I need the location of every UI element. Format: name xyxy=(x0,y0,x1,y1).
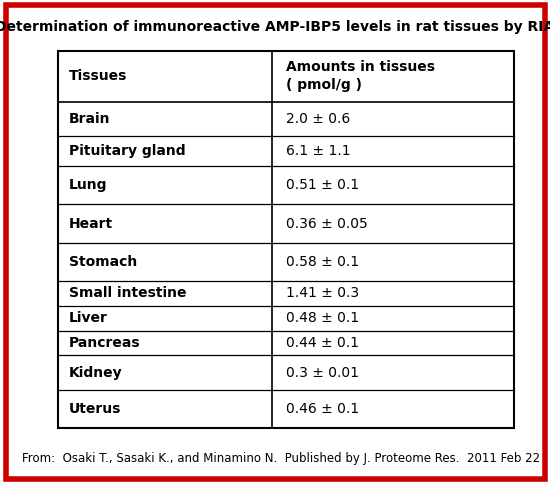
Text: Amounts in tissues
( pmol/g ): Amounts in tissues ( pmol/g ) xyxy=(286,60,435,92)
Text: Liver: Liver xyxy=(69,311,108,325)
Text: 0.48 ± 0.1: 0.48 ± 0.1 xyxy=(286,311,359,325)
Text: 2.0 ± 0.6: 2.0 ± 0.6 xyxy=(286,112,350,126)
Text: Pancreas: Pancreas xyxy=(69,336,140,350)
Text: 0.58 ± 0.1: 0.58 ± 0.1 xyxy=(286,255,359,269)
Text: Small intestine: Small intestine xyxy=(69,287,186,301)
Bar xyxy=(58,51,514,428)
Text: 0.51 ± 0.1: 0.51 ± 0.1 xyxy=(286,178,359,192)
Text: From:  Osaki T., Sasaki K., and Minamino N.  Published by J. Proteome Res.  2011: From: Osaki T., Sasaki K., and Minamino … xyxy=(22,452,540,465)
Text: Determination of immunoreactive AMP-IBP5 levels in rat tissues by RIA: Determination of immunoreactive AMP-IBP5… xyxy=(0,20,550,33)
Text: 0.3 ± 0.01: 0.3 ± 0.01 xyxy=(286,365,359,379)
Text: 0.46 ± 0.1: 0.46 ± 0.1 xyxy=(286,402,359,416)
Text: Heart: Heart xyxy=(69,216,113,230)
Text: 1.41 ± 0.3: 1.41 ± 0.3 xyxy=(286,287,359,301)
Text: Lung: Lung xyxy=(69,178,107,192)
Text: 6.1 ± 1.1: 6.1 ± 1.1 xyxy=(286,144,351,158)
Text: 0.36 ± 0.05: 0.36 ± 0.05 xyxy=(286,216,368,230)
Text: Tissues: Tissues xyxy=(69,69,127,83)
Text: Pituitary gland: Pituitary gland xyxy=(69,144,185,158)
Text: Uterus: Uterus xyxy=(69,402,121,416)
Text: Kidney: Kidney xyxy=(69,365,122,379)
Text: 0.44 ± 0.1: 0.44 ± 0.1 xyxy=(286,336,359,350)
Text: Stomach: Stomach xyxy=(69,255,137,269)
Text: Brain: Brain xyxy=(69,112,110,126)
